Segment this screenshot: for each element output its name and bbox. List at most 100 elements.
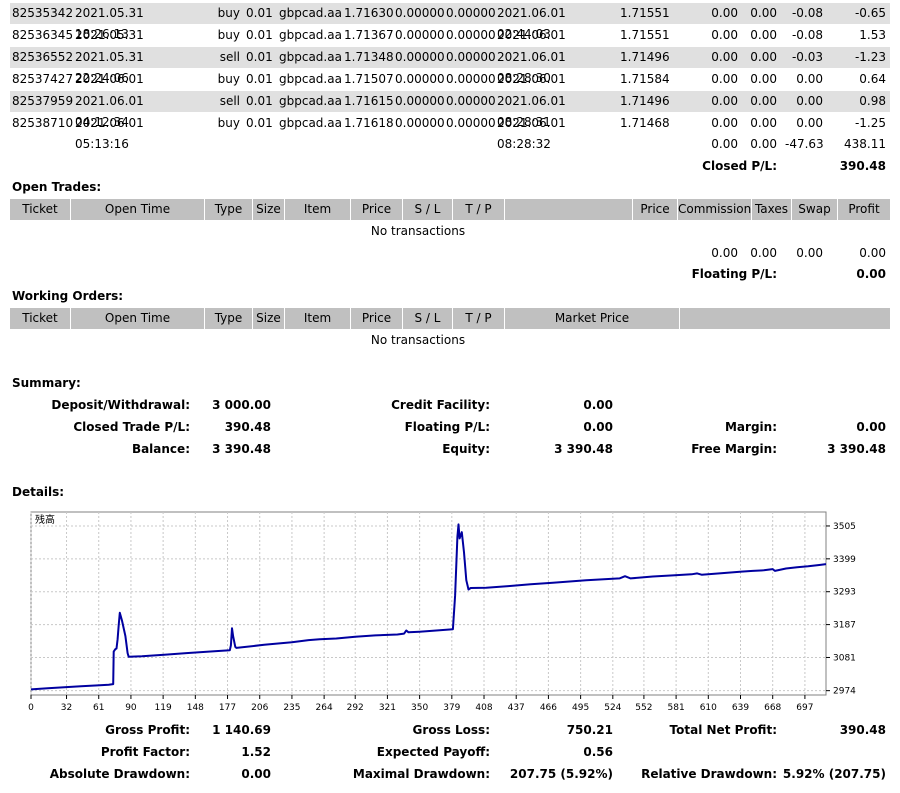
cell-close-time: 2021.06.01 08:28:31 xyxy=(497,94,566,129)
cell-open-time: 2021.06.01 04:12:34 xyxy=(75,94,144,129)
header-blank xyxy=(504,199,632,220)
details-title: Details: xyxy=(12,485,65,499)
open-trades-title: Open Trades: xyxy=(12,180,102,194)
summary-floating-value: 0.00 xyxy=(583,420,613,434)
x-tick-label: 524 xyxy=(604,703,621,713)
summary-floating-label: Floating P/L: xyxy=(404,420,490,434)
cell-item: gbpcad.aa xyxy=(279,72,342,86)
cell-ticket: 82537959 xyxy=(12,94,74,108)
cell-close-price: 1.71551 xyxy=(620,6,670,20)
header-close-price: Price xyxy=(632,199,677,220)
free-margin-label: Free Margin: xyxy=(691,442,777,456)
cell-item: gbpcad.aa xyxy=(279,94,342,108)
cell-close-time: 2021.06.01 04:12:33 xyxy=(497,72,566,107)
maximal-drawdown-label: Maximal Drawdown: xyxy=(352,767,490,781)
cell-sl: 0.00000 xyxy=(395,94,445,108)
wo-header-type: Type xyxy=(204,308,252,329)
cell-sl: 0.00000 xyxy=(395,72,445,86)
cell-size: 0.01 xyxy=(246,50,273,64)
wo-header-size: Size xyxy=(252,308,284,329)
cell-commission: 0.00 xyxy=(711,6,738,20)
cell-price: 1.71630 xyxy=(344,6,394,20)
wo-header-sl: S / L xyxy=(402,308,452,329)
cell-swap: -0.03 xyxy=(791,50,823,64)
cell-open-time: 2021.06.01 03:03:38 xyxy=(75,72,144,107)
closed-trade-row: 82538710 2021.06.01 05:13:16 buy 0.01 gbpcad… xyxy=(10,113,890,151)
cell-open-time: 2021.05.31 21:48:52 xyxy=(75,28,144,63)
x-tick-label: 697 xyxy=(796,703,813,713)
header-item: Item xyxy=(284,199,350,220)
open-total-profit: 0.00 xyxy=(859,246,886,260)
cell-tp: 0.00000 xyxy=(446,116,496,130)
cell-commission: 0.00 xyxy=(711,94,738,108)
cell-sl: 0.00000 xyxy=(395,50,445,64)
y-tick-label: 3399 xyxy=(833,555,856,565)
closed-pl-value: 390.48 xyxy=(839,159,886,173)
x-tick-label: 495 xyxy=(572,703,589,713)
y-tick-label: 3505 xyxy=(833,522,856,532)
cell-swap: 0.00 xyxy=(796,72,823,86)
x-tick-label: 0 xyxy=(28,703,34,713)
cell-profit: -0.65 xyxy=(854,6,886,20)
cell-price: 1.71367 xyxy=(344,28,394,42)
closed-total-swap: -47.63 xyxy=(785,137,824,151)
gross-loss-value: 750.21 xyxy=(566,723,613,737)
credit-facility-value: 0.00 xyxy=(583,398,613,412)
deposit-label: Deposit/Withdrawal: xyxy=(51,398,190,412)
relative-drawdown-value: 5.92% (207.75) xyxy=(782,767,886,781)
cell-profit: -1.23 xyxy=(854,50,886,64)
cell-ticket: 82537427 xyxy=(12,72,74,86)
cell-close-time: 2021.06.01 08:28:30 xyxy=(497,50,566,85)
closed-total-taxes: 0.00 xyxy=(750,137,777,151)
cell-commission: 0.00 xyxy=(711,116,738,130)
cell-size: 0.01 xyxy=(246,72,273,86)
header-sl: S / L xyxy=(402,199,452,220)
total-net-profit-label: Total Net Profit: xyxy=(669,723,777,737)
x-tick-label: 119 xyxy=(155,703,172,713)
working-orders-empty: No transactions xyxy=(370,333,466,347)
equity-label: Equity: xyxy=(442,442,490,456)
cell-taxes: 0.00 xyxy=(750,50,777,64)
open-trades-header: Ticket Open Time Type Size Item Price S … xyxy=(10,199,890,220)
expected-payoff-label: Expected Payoff: xyxy=(376,745,490,759)
cell-ticket: 82536552 xyxy=(12,50,74,64)
cell-profit: 1.53 xyxy=(859,28,886,42)
header-swap: Swap xyxy=(791,199,837,220)
cell-close-time: 2021.06.01 02:44:03 xyxy=(497,6,566,41)
maximal-drawdown-value: 207.75 (5.92%) xyxy=(509,767,613,781)
open-total-swap: 0.00 xyxy=(796,246,823,260)
balance-label: Balance: xyxy=(131,442,190,456)
cell-swap: 0.00 xyxy=(796,94,823,108)
deposit-value: 3 000.00 xyxy=(212,398,271,412)
cell-swap: -0.08 xyxy=(791,28,823,42)
wo-header-tp: T / P xyxy=(452,308,504,329)
wo-header-market-price: Market Price xyxy=(504,308,679,329)
header-profit: Profit xyxy=(837,199,890,220)
cell-price: 1.71348 xyxy=(344,50,394,64)
closed-total-commission: 0.00 xyxy=(711,137,738,151)
cell-price: 1.71507 xyxy=(344,72,394,86)
closed-trade-row: 82537959 2021.06.01 04:12:34 sell 0.01 gbpca… xyxy=(10,91,890,129)
x-tick-label: 321 xyxy=(379,703,396,713)
closed-trade-pl-label: Closed Trade P/L: xyxy=(73,420,190,434)
y-tick-label: 2974 xyxy=(833,687,856,697)
balance-chart: 0 32 61 90 119 148 177 206 235 264 292 321 350 379 408… xyxy=(28,511,856,713)
wo-header-blank xyxy=(679,308,890,329)
cell-profit: 0.98 xyxy=(859,94,886,108)
x-tick-label: 610 xyxy=(700,703,717,713)
wo-header-item: Item xyxy=(284,308,350,329)
y-tick-label: 3187 xyxy=(833,621,856,631)
header-open-time: Open Time xyxy=(70,199,204,220)
cell-item: gbpcad.aa xyxy=(279,116,342,130)
cell-open-time: 2021.06.01 05:13:16 xyxy=(75,116,144,151)
margin-label: Margin: xyxy=(724,420,777,434)
y-tick-label: 3293 xyxy=(833,588,856,598)
cell-open-time: 2021.05.31 22:24:06 xyxy=(75,50,144,85)
cell-tp: 0.00000 xyxy=(446,6,496,20)
cell-size: 0.01 xyxy=(246,116,273,130)
x-tick-label: 668 xyxy=(764,703,781,713)
cell-commission: 0.00 xyxy=(711,50,738,64)
x-tick-label: 235 xyxy=(283,703,300,713)
chart-title: 残高 xyxy=(35,513,55,526)
